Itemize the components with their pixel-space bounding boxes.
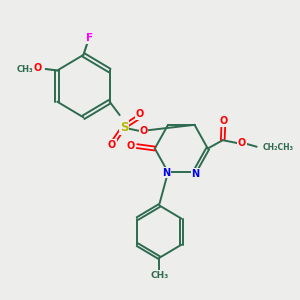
Text: O: O: [238, 138, 246, 148]
Text: CH₃: CH₃: [17, 64, 33, 74]
Text: CH₂CH₃: CH₂CH₃: [262, 143, 293, 152]
Text: O: O: [140, 126, 148, 136]
Text: O: O: [219, 116, 227, 126]
Text: N: N: [163, 168, 171, 178]
Text: O: O: [127, 140, 135, 151]
Text: O: O: [136, 109, 144, 119]
Text: O: O: [108, 140, 116, 150]
Text: S: S: [120, 121, 128, 134]
Text: N: N: [192, 169, 200, 179]
Text: CH₃: CH₃: [150, 271, 169, 280]
Text: F: F: [86, 33, 94, 43]
Text: O: O: [34, 63, 42, 74]
